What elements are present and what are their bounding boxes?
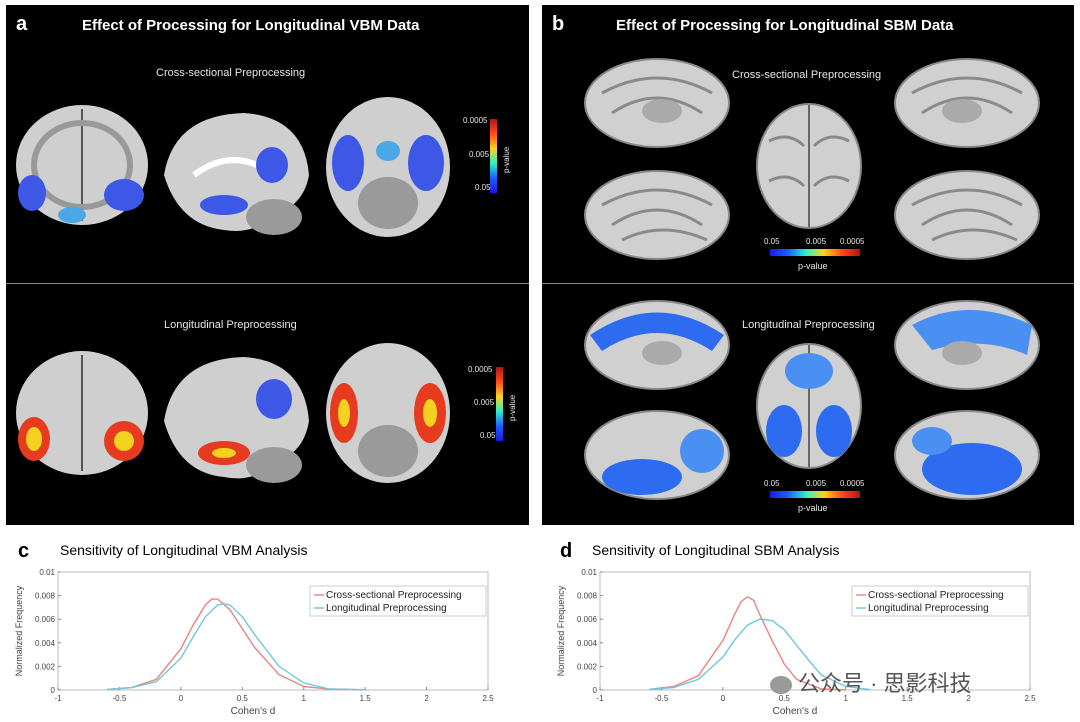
wechat-icon — [770, 676, 792, 695]
panel-b-subtitle-long: Longitudinal Preprocessing — [742, 319, 875, 331]
chart-c-svg: -1 -0.5 0 0.5 1 1.5 2 2.5 0 0.002 0.004 0.006 0.008 0… — [14, 568, 494, 717]
chart-d-xlabel: Cohen's d — [773, 706, 818, 717]
chart-c-ytick-label-5: 0.01 — [39, 568, 55, 577]
axial-slice-bottom — [326, 343, 450, 483]
colorbar-sbm-top-tick-1: 0.005 — [806, 237, 827, 246]
chart-d-ylabel: Normalized Frequency — [556, 585, 566, 676]
colorbar-vbm-top — [490, 119, 497, 193]
chart-d-ytick-label-0: 0 — [593, 686, 598, 695]
surface-medial-left-bottom — [584, 300, 730, 390]
chart-d-xtick-label-0: -1 — [596, 694, 604, 703]
panel-a-subtitle-long: Longitudinal Preprocessing — [164, 319, 297, 331]
surface-medial-right-top — [894, 58, 1040, 148]
chart-d-xtick-label-5: 1.5 — [902, 694, 914, 703]
chart-c-ytick-label-3: 0.006 — [35, 615, 56, 624]
watermark: 公众号 · 思影科技 — [770, 666, 972, 698]
sagittal-slice-bottom — [164, 357, 309, 483]
chart-d-xtick-label-2: 0 — [721, 694, 726, 703]
chart-c-series-line-1 — [107, 603, 366, 691]
chart-c-ytick-label-0: 0 — [51, 686, 56, 695]
panel-b-divider — [542, 283, 1074, 284]
colorbar-sbm-bottom — [770, 491, 860, 498]
chart-c-xtick-label-3: 0.5 — [237, 694, 249, 703]
colorbar-vbm-top-tick-1: 0.005 — [469, 150, 490, 159]
panel-a-divider — [6, 283, 529, 284]
chart-d-series-line-0 — [649, 595, 846, 691]
coronal-slice-top — [16, 105, 148, 225]
chart-c-ylabel: Normalized Frequency — [14, 585, 24, 676]
panel-b-letter: b — [552, 13, 565, 35]
chart-d-xtick-label-1: -0.5 — [655, 694, 669, 703]
chart-c-xtick-label-0: -1 — [54, 694, 62, 703]
chart-d-ytick-label-3: 0.006 — [577, 615, 598, 624]
colorbar-sbm-top-title: p-value — [798, 261, 828, 271]
colorbar-sbm-top-tick-2: 0.0005 — [840, 237, 865, 246]
chart-d-legend-label-0: Cross-sectional Preprocessing — [868, 590, 1004, 601]
chart-c-xtick-label-7: 2.5 — [482, 694, 494, 703]
chart-c-xlabel: Cohen's d — [231, 706, 276, 717]
colorbar-vbm-bottom-title: p-value — [508, 394, 517, 421]
chart-d-svg: -1 -0.5 0 0.5 1 1.5 2 2.5 0 0.002 0.004 0.006 0.008 0… — [556, 568, 1036, 717]
chart-d-legend-label-1: Longitudinal Preprocessing — [868, 603, 989, 614]
chart-d-series-line-1 — [649, 618, 871, 691]
colorbar-vbm-bottom — [496, 367, 503, 441]
surface-lateral-right-top — [894, 170, 1040, 260]
watermark-text: 公众号 · 思影科技 — [798, 671, 972, 696]
panel-b-subtitle-cross: Cross-sectional Preprocessing — [732, 69, 882, 81]
surface-dorsal-bottom — [756, 343, 862, 469]
panel-d-letter: d — [560, 540, 573, 562]
chart-d-ytick-label-2: 0.004 — [577, 639, 598, 648]
colorbar-vbm-bottom-tick-0: 0.0005 — [468, 365, 493, 374]
panel-b-title: Effect of Processing for Longitudinal SB… — [616, 17, 954, 34]
chart-d-title: Sensitivity of Longitudinal SBM Analysis — [592, 542, 840, 558]
surface-dorsal-top — [756, 103, 862, 229]
chart-d-ytick-label-1: 0.002 — [577, 662, 598, 671]
colorbar-vbm-top-tick-0: 0.0005 — [463, 116, 488, 125]
chart-d-xtick-label-4: 1 — [843, 694, 848, 703]
panel-a-letter: a — [16, 13, 28, 35]
chart-d-xtick-label-6: 2 — [966, 694, 971, 703]
surface-lateral-right-bottom — [894, 410, 1040, 500]
chart-d-xtick-label-3: 0.5 — [779, 694, 791, 703]
chart-c-legend-label-0: Cross-sectional Preprocessing — [326, 590, 462, 601]
chart-d-ytick-label-4: 0.008 — [577, 592, 598, 601]
colorbar-vbm-bottom-tick-2: 0.05 — [480, 431, 496, 440]
chart-c-title: Sensitivity of Longitudinal VBM Analysis — [60, 542, 308, 558]
surface-lateral-left-top — [584, 170, 730, 260]
colorbar-vbm-top-title: p-value — [502, 146, 511, 173]
chart-c-ytick-label-2: 0.004 — [35, 639, 56, 648]
panel-b: b Effect of Processing for Longitudinal … — [542, 5, 1074, 525]
colorbar-sbm-bottom-tick-2: 0.0005 — [840, 479, 865, 488]
surface-medial-left-top — [584, 58, 730, 148]
colorbar-sbm-top-tick-0: 0.05 — [764, 237, 780, 246]
panel-a-title: Effect of Processing for Longitudinal VB… — [82, 17, 420, 34]
surface-lateral-left-bottom — [584, 410, 730, 500]
sagittal-slice-top — [164, 113, 309, 235]
colorbar-sbm-bottom-tick-1: 0.005 — [806, 479, 827, 488]
axial-slice-top — [326, 97, 450, 237]
panel-a-subtitle-cross: Cross-sectional Preprocessing — [156, 67, 306, 79]
chart-c-ytick-label-1: 0.002 — [35, 662, 56, 671]
chart-c-xtick-label-6: 2 — [424, 694, 429, 703]
panel-c-letter: c — [18, 540, 30, 562]
chart-c-xtick-label-1: -0.5 — [113, 694, 127, 703]
colorbar-vbm-bottom-tick-1: 0.005 — [474, 398, 495, 407]
chart-d-ytick-label-5: 0.01 — [581, 568, 597, 577]
colorbar-vbm-top-tick-2: 0.05 — [475, 183, 491, 192]
chart-c-xtick-label-2: 0 — [179, 694, 184, 703]
chart-c-series-line-0 — [107, 598, 366, 691]
chart-d-xtick-label-7: 2.5 — [1024, 694, 1036, 703]
coronal-slice-bottom — [16, 351, 148, 475]
chart-c-ytick-label-4: 0.008 — [35, 592, 56, 601]
chart-c-xtick-label-5: 1.5 — [360, 694, 372, 703]
colorbar-sbm-bottom-tick-0: 0.05 — [764, 479, 780, 488]
colorbar-sbm-top — [770, 249, 860, 256]
surface-medial-right-bottom — [894, 300, 1040, 390]
chart-c-xtick-label-4: 1 — [301, 694, 306, 703]
chart-d-legend-box — [851, 585, 1029, 617]
panel-a: a Effect of Processing for Longitudinal … — [6, 5, 529, 525]
chart-c-legend-label-1: Longitudinal Preprocessing — [326, 603, 447, 614]
chart-c-legend-box — [309, 585, 487, 617]
colorbar-sbm-bottom-title: p-value — [798, 503, 828, 513]
